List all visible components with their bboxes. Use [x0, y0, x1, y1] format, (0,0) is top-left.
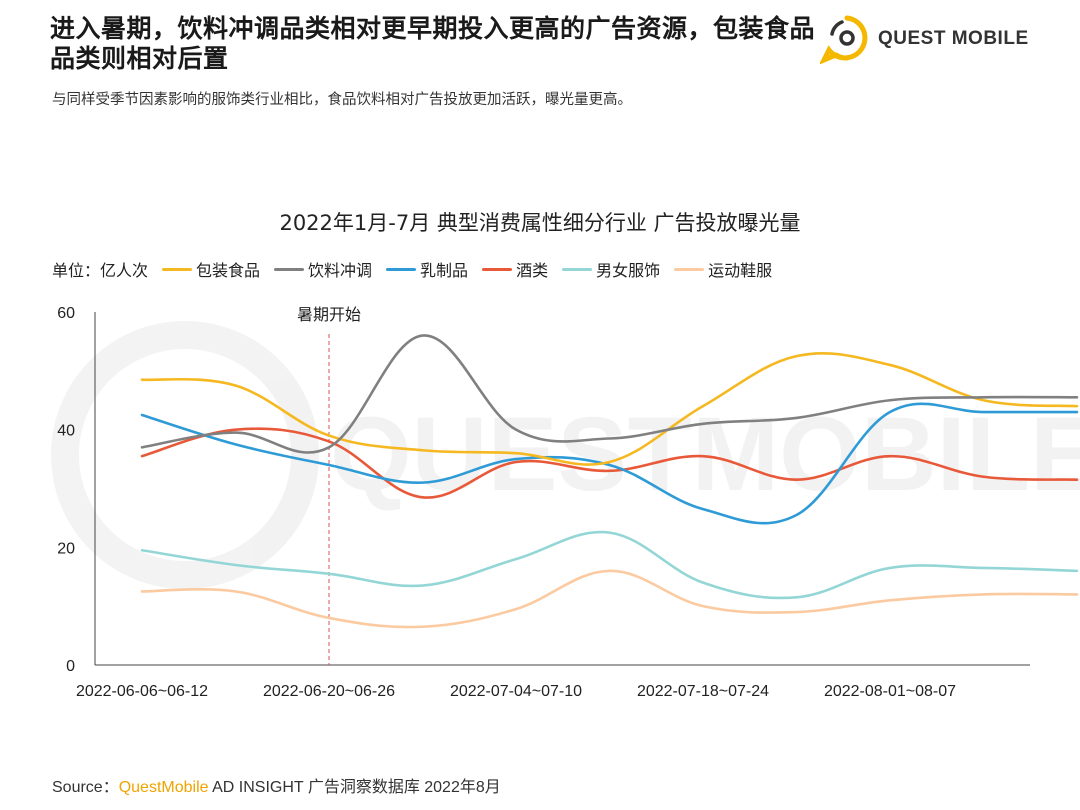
x-tick-label: 2022-08-01~08-07: [824, 683, 956, 700]
legend-item-2: 饮料冲调: [274, 257, 372, 281]
legend-label: 运动鞋服: [708, 261, 773, 280]
series-line-4: [140, 427, 1079, 499]
x-tick-labels: 2022-06-06~06-12 2022-06-20~06-26 2022-07-…: [76, 683, 956, 700]
legend-label: 男女服饰: [596, 261, 661, 280]
legend-item-5: 男女服饰: [562, 257, 660, 281]
y-tick-label: 20: [57, 540, 75, 557]
legend-swatch: [386, 267, 417, 271]
summer-start-label: 暑期开始: [297, 306, 361, 324]
chart-title: 2022年1月-7月 典型消费属性细分行业 广告投放曝光量: [279, 211, 801, 235]
legend-swatch: [482, 267, 513, 271]
source-brand: QuestMobile: [118, 779, 209, 796]
watermark-text: QUESTMOBILE: [330, 396, 1080, 513]
series-line-5: [140, 530, 1079, 600]
source-note: Source：QuestMobile AD INSIGHT 广告洞察数据库 20…: [52, 773, 501, 797]
legend-label: 乳制品: [420, 261, 469, 280]
legend-label: 饮料冲调: [308, 261, 373, 280]
legend-swatch: [274, 267, 305, 271]
legend-item-4: 酒类: [482, 257, 548, 281]
summer-start-annotation: 暑期开始: [297, 306, 361, 665]
legend-swatch: [162, 267, 193, 271]
y-tick-label: 0: [66, 658, 75, 675]
unit-label: 单位：亿人次: [52, 261, 149, 280]
questmobile-logo: QUEST MOBILE: [820, 14, 1040, 64]
legend-swatch: [562, 267, 593, 271]
legend-items: 包装食品 饮料冲调 乳制品 酒类 男女服饰 运动鞋服: [162, 257, 786, 281]
source-prefix: Source：: [52, 779, 119, 796]
watermark: QUESTMOBILE: [51, 321, 1080, 589]
page-headline: 进入暑期，饮料冲调品类相对更早期投入更高的广告资源，包装食品品类则相对后置: [50, 14, 816, 73]
legend-item-1: 包装食品: [162, 257, 260, 281]
legend-label: 酒类: [516, 261, 549, 280]
legend: 单位：亿人次 包装食品 饮料冲调 乳制品 酒类 男女服饰 运动鞋服: [52, 257, 786, 281]
legend-item-6: 运动鞋服: [674, 257, 772, 281]
y-tick-label: 40: [57, 423, 75, 440]
series-line-6: [140, 569, 1079, 629]
series-line-3: [140, 402, 1079, 525]
legend-item-3: 乳制品: [386, 257, 468, 281]
source-rest: AD INSIGHT 广告洞察数据库 2022年8月: [208, 779, 501, 796]
logo-text: QUEST MOBILE: [878, 28, 1029, 49]
legend-swatch: [674, 267, 705, 271]
series-lines: [140, 334, 1079, 629]
x-tick-label: 2022-06-20~06-26: [263, 683, 395, 700]
questmobile-logo-icon: [820, 15, 868, 64]
x-tick-label: 2022-06-06~06-12: [76, 683, 208, 700]
x-tick-label: 2022-07-04~07-10: [450, 683, 582, 700]
y-tick-labels: 0 20 40 60: [57, 305, 75, 675]
x-tick-label: 2022-07-18~07-24: [637, 683, 769, 700]
series-line-1: [140, 351, 1079, 466]
y-tick-label: 60: [57, 305, 75, 322]
page-subtitle: 与同样受季节因素影响的服饰类行业相比，食品饮料相对广告投放更加活跃，曝光量更高。: [52, 92, 632, 108]
legend-label: 包装食品: [196, 261, 261, 280]
series-line-2: [140, 334, 1079, 454]
